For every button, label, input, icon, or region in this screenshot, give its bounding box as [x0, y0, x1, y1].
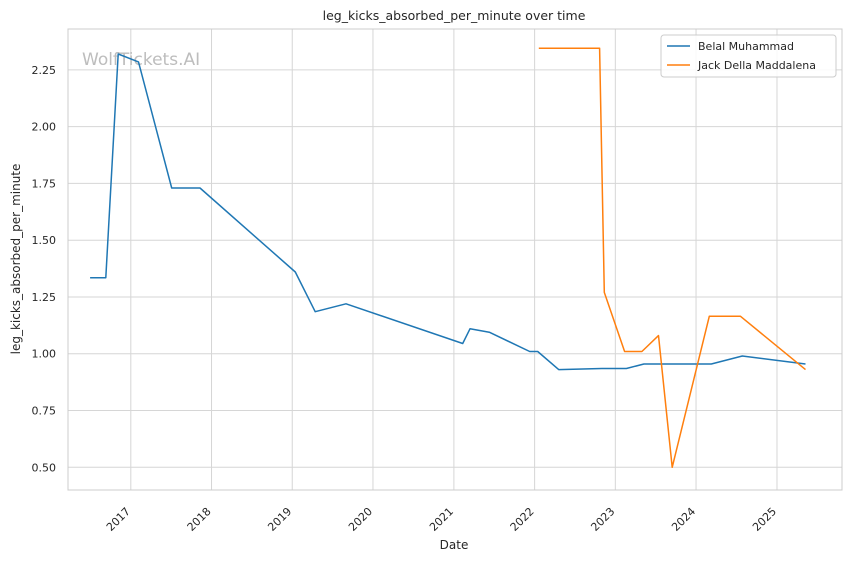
legend-box [660, 34, 837, 78]
chart-title: leg_kicks_absorbed_per_minute over time [323, 8, 586, 23]
y-tick-label: 1.75 [32, 177, 57, 190]
y-tick-labels: 0.50 0.75 1.00 1.25 1.50 1.75 2.00 2.25 [32, 64, 57, 474]
grid [68, 29, 842, 490]
y-tick-label: 0.75 [32, 405, 57, 418]
y-tick-label: 1.00 [32, 348, 57, 361]
y-tick-label: 2.00 [32, 121, 57, 134]
y-tick-label: 0.50 [32, 461, 57, 474]
legend: Belal Muhammad Jack Della Maddalena [660, 34, 837, 78]
y-tick-label: 2.25 [32, 64, 57, 77]
watermark-text: WolfTickets.AI [82, 50, 200, 70]
legend-label: Belal Muhammad [698, 40, 794, 53]
y-tick-label: 1.50 [32, 234, 57, 247]
plot-frame [67, 28, 843, 491]
x-axis-label: Date [440, 538, 469, 552]
series-layer [90, 47, 806, 469]
series-line-1 [90, 53, 806, 371]
legend-label: Jack Della Maddalena [697, 59, 816, 72]
y-axis-label: leg_kicks_absorbed_per_minute [9, 164, 23, 355]
series-line-2 [538, 47, 806, 469]
y-tick-label: 1.25 [32, 291, 57, 304]
